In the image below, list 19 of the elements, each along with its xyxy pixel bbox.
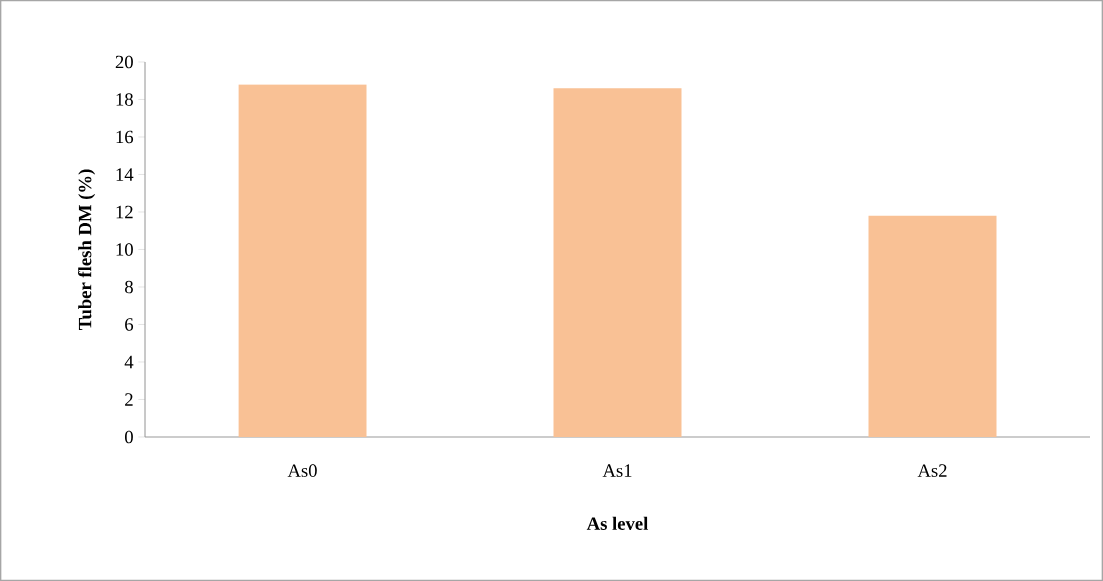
y-tick-label: 20 — [115, 55, 133, 69]
y-axis-title: Tuber flesh DM (%) — [78, 169, 96, 330]
bar — [553, 88, 682, 437]
x-tick-label: As0 — [287, 464, 317, 477]
y-tick-label: 12 — [116, 205, 133, 219]
y-tick-label: 14 — [116, 168, 134, 181]
x-tick-label: As1 — [602, 464, 632, 477]
y-tick-label: 10 — [116, 243, 133, 256]
y-tick-label: 2 — [125, 393, 133, 406]
y-tick-label: 0 — [125, 430, 133, 444]
y-tick-label: 4 — [124, 355, 134, 369]
bar — [238, 84, 367, 437]
y-tick-label: 6 — [125, 318, 134, 331]
bar — [868, 215, 997, 437]
x-axis-title: As level — [586, 516, 649, 530]
y-tick-label: 18 — [116, 93, 133, 106]
x-tick-label: As2 — [917, 464, 947, 477]
y-tick-label: 8 — [125, 280, 133, 294]
y-tick-label: 16 — [116, 130, 134, 144]
